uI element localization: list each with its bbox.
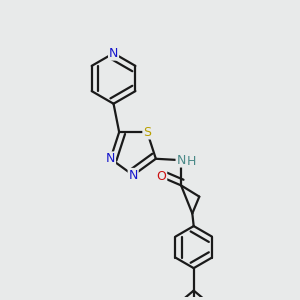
Text: O: O [157,170,166,184]
Text: H: H [187,155,196,168]
Text: N: N [106,152,115,165]
Text: N: N [128,169,138,182]
Text: S: S [143,126,151,139]
Text: N: N [109,47,118,60]
Text: N: N [176,154,186,167]
